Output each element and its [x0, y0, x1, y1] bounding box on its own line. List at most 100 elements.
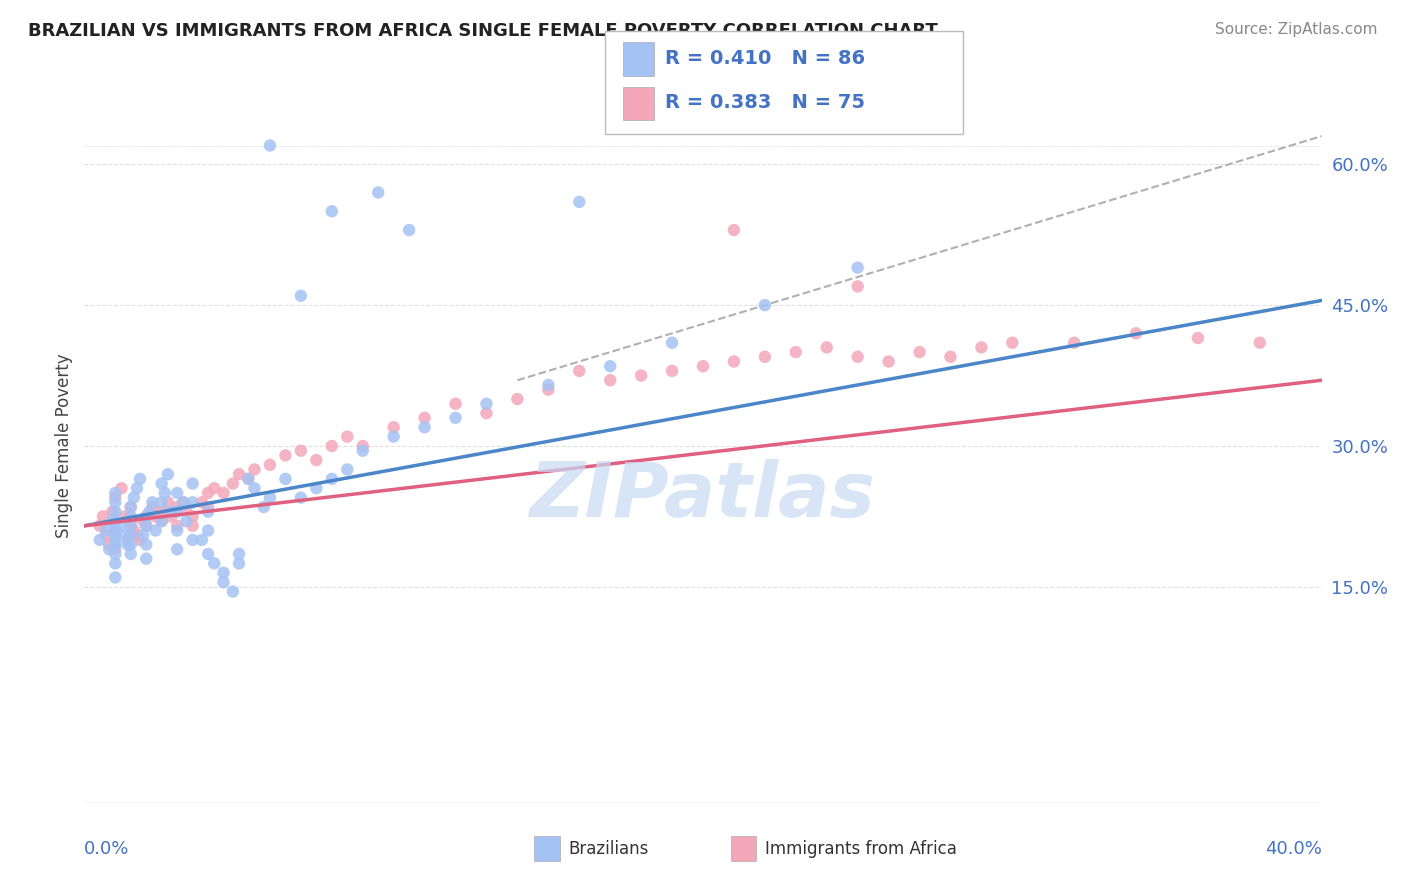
Point	[141, 495, 163, 509]
Point	[181, 476, 204, 491]
Point	[104, 486, 127, 500]
Point	[172, 495, 194, 509]
Point	[321, 439, 343, 453]
Point	[197, 505, 219, 519]
Point	[475, 406, 498, 420]
Point	[290, 289, 312, 303]
Point	[89, 533, 111, 547]
Point	[135, 518, 157, 533]
Point	[150, 514, 173, 528]
Point	[145, 524, 167, 538]
Point	[970, 340, 993, 354]
Point	[104, 524, 127, 538]
Point	[846, 279, 869, 293]
Point	[846, 260, 869, 275]
Point	[599, 359, 621, 374]
Point	[274, 449, 297, 463]
Point	[1063, 335, 1085, 350]
Point	[537, 383, 560, 397]
Point	[444, 410, 467, 425]
Point	[692, 359, 714, 374]
Point	[135, 551, 157, 566]
Point	[568, 364, 591, 378]
Point	[197, 524, 219, 538]
Point	[398, 223, 420, 237]
Point	[125, 528, 148, 542]
Point	[723, 223, 745, 237]
Point	[104, 495, 127, 509]
Point	[135, 538, 157, 552]
Point	[228, 547, 250, 561]
Text: BRAZILIAN VS IMMIGRANTS FROM AFRICA SINGLE FEMALE POVERTY CORRELATION CHART: BRAZILIAN VS IMMIGRANTS FROM AFRICA SING…	[28, 22, 938, 40]
Point	[120, 518, 142, 533]
Point	[120, 538, 142, 552]
Point	[191, 495, 214, 509]
Point	[166, 542, 188, 557]
Point	[132, 514, 155, 528]
Text: Source: ZipAtlas.com: Source: ZipAtlas.com	[1215, 22, 1378, 37]
Point	[815, 340, 838, 354]
Point	[135, 518, 157, 533]
Point	[104, 524, 127, 538]
Point	[101, 505, 124, 519]
Point	[122, 524, 145, 538]
Point	[153, 486, 176, 500]
Point	[104, 547, 127, 561]
Point	[444, 397, 467, 411]
Text: Immigrants from Africa: Immigrants from Africa	[765, 840, 956, 858]
Point	[104, 570, 127, 584]
Point	[141, 500, 163, 514]
Point	[238, 472, 260, 486]
Point	[243, 462, 266, 476]
Point	[166, 505, 188, 519]
Point	[259, 491, 281, 505]
Point	[104, 557, 127, 571]
Point	[259, 458, 281, 472]
Point	[150, 495, 173, 509]
Point	[135, 509, 157, 524]
Point	[104, 538, 127, 552]
Point	[114, 528, 136, 542]
Point	[101, 514, 124, 528]
Point	[104, 528, 127, 542]
Point	[104, 538, 127, 552]
Point	[181, 495, 204, 509]
Text: Brazilians: Brazilians	[568, 840, 648, 858]
Point	[274, 472, 297, 486]
Point	[661, 335, 683, 350]
Point	[253, 500, 276, 514]
Point	[238, 472, 260, 486]
Point	[176, 500, 198, 514]
Point	[110, 481, 132, 495]
Point	[120, 509, 142, 524]
Point	[352, 439, 374, 453]
Point	[166, 500, 188, 514]
Point	[305, 453, 328, 467]
Point	[98, 538, 121, 552]
Point	[181, 509, 204, 524]
Point	[212, 486, 235, 500]
Point	[110, 518, 132, 533]
Point	[120, 500, 142, 514]
Point	[939, 350, 962, 364]
Point	[104, 533, 127, 547]
Point	[120, 500, 142, 514]
Point	[1187, 331, 1209, 345]
Point	[599, 373, 621, 387]
Point	[104, 542, 127, 557]
Point	[120, 547, 142, 561]
Point	[172, 495, 194, 509]
Point	[104, 514, 127, 528]
Y-axis label: Single Female Poverty: Single Female Poverty	[55, 354, 73, 538]
Point	[228, 467, 250, 482]
Point	[94, 528, 117, 542]
Point	[89, 518, 111, 533]
Point	[506, 392, 529, 406]
Point	[321, 472, 343, 486]
Point	[181, 533, 204, 547]
Point	[382, 429, 405, 443]
Text: 0.0%: 0.0%	[84, 840, 129, 858]
Point	[212, 566, 235, 580]
Point	[630, 368, 652, 383]
Point	[156, 467, 179, 482]
